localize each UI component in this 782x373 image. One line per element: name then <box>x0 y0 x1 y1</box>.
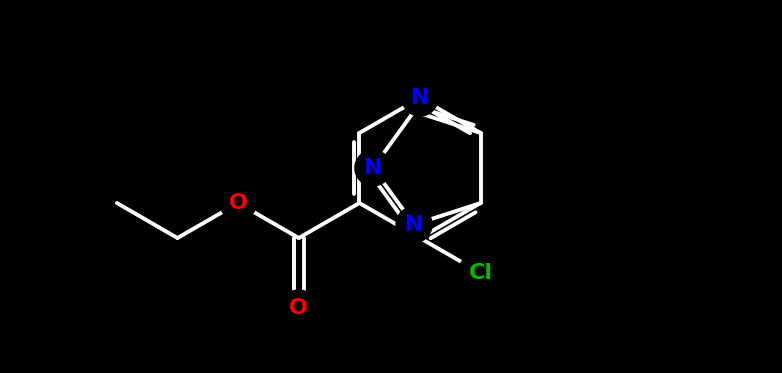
Text: Cl: Cl <box>468 263 493 283</box>
Circle shape <box>396 207 432 242</box>
Circle shape <box>281 290 317 326</box>
Circle shape <box>458 251 503 295</box>
Text: O: O <box>228 193 248 213</box>
Text: N: N <box>405 214 423 235</box>
Text: N: N <box>364 158 382 178</box>
Text: O: O <box>289 298 308 318</box>
Circle shape <box>355 150 391 186</box>
Text: N: N <box>411 88 429 108</box>
Circle shape <box>221 185 256 221</box>
Circle shape <box>402 80 438 116</box>
